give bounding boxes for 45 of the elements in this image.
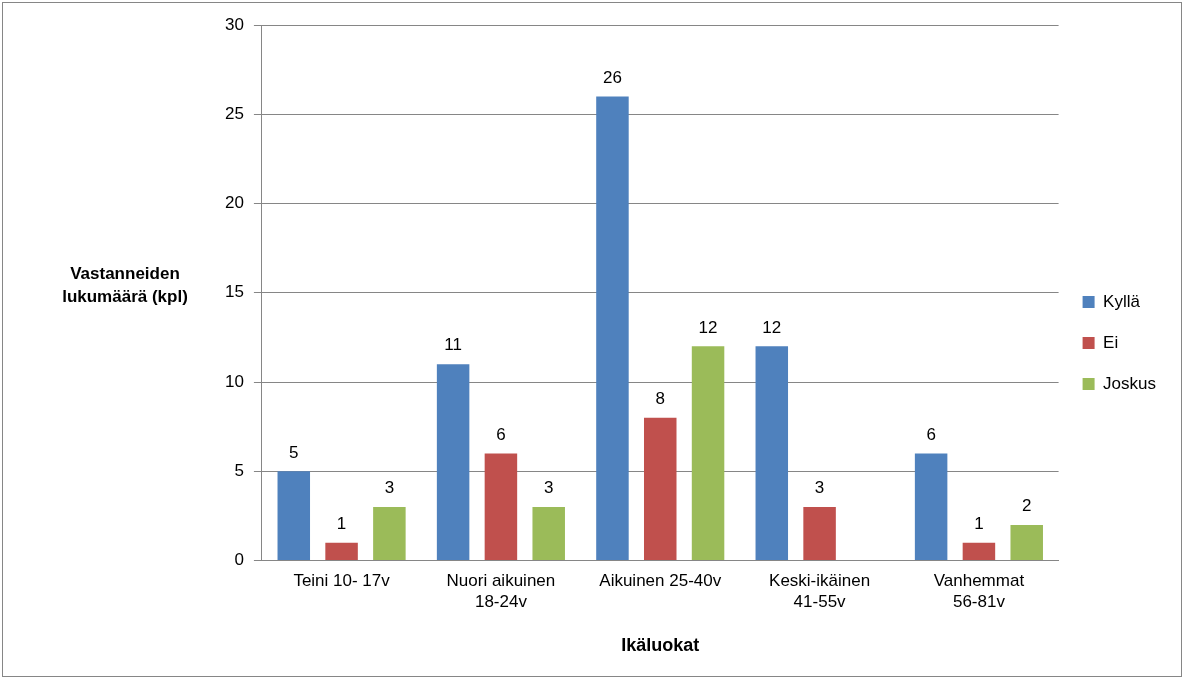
y-tick-label: 30 <box>224 14 244 34</box>
bar <box>962 542 996 561</box>
bar <box>691 346 725 561</box>
data-label: 1 <box>336 513 347 533</box>
bar <box>596 96 629 561</box>
x-tick-label: Teini 10- 17v <box>293 571 391 591</box>
legend-label: Ei <box>1103 332 1119 352</box>
bar <box>644 417 677 561</box>
data-label: 5 <box>289 442 299 462</box>
x-tick-label: Nuori aikuinen 18-24v <box>446 571 556 611</box>
y-tick-label: 0 <box>234 550 244 570</box>
data-label: 3 <box>543 478 554 498</box>
y-tick-label: 15 <box>224 282 244 302</box>
y-axis-title: Vastanneiden lukumäärä (kpl) <box>61 263 189 308</box>
bar <box>1010 524 1043 561</box>
bar <box>325 542 358 561</box>
bar <box>914 453 948 561</box>
legend-label: Kyllä <box>1103 291 1141 311</box>
y-tick-label: 25 <box>224 103 244 123</box>
data-label: 6 <box>496 424 506 444</box>
data-label: 8 <box>655 388 665 408</box>
y-tick-label: 5 <box>234 461 244 481</box>
bar <box>755 346 789 561</box>
x-axis-title: Ikäluokat <box>621 635 700 656</box>
data-label: 12 <box>762 317 782 337</box>
bar <box>803 507 836 561</box>
bar <box>484 453 518 561</box>
x-tick-label: Keski-ikäinen 41-55v <box>769 571 871 611</box>
data-label: 1 <box>974 513 984 533</box>
data-label: 26 <box>602 67 622 87</box>
y-tick-label: 20 <box>224 193 244 213</box>
bar <box>436 364 470 561</box>
legend-label: Joskus <box>1103 373 1157 393</box>
data-label: 3 <box>384 478 395 498</box>
data-label: 11 <box>444 335 462 355</box>
bar <box>277 471 311 561</box>
bar <box>373 507 406 561</box>
x-tick-label: Vanhemmat 56-81v <box>933 571 1025 611</box>
x-tick-label: Aikuinen 25-40v <box>599 571 722 591</box>
data-label: 6 <box>926 424 936 444</box>
data-label: 3 <box>814 478 825 498</box>
data-label: 2 <box>1021 496 1032 516</box>
y-tick-label: 10 <box>224 371 244 391</box>
bar <box>532 507 565 561</box>
data-label: 12 <box>698 317 718 337</box>
